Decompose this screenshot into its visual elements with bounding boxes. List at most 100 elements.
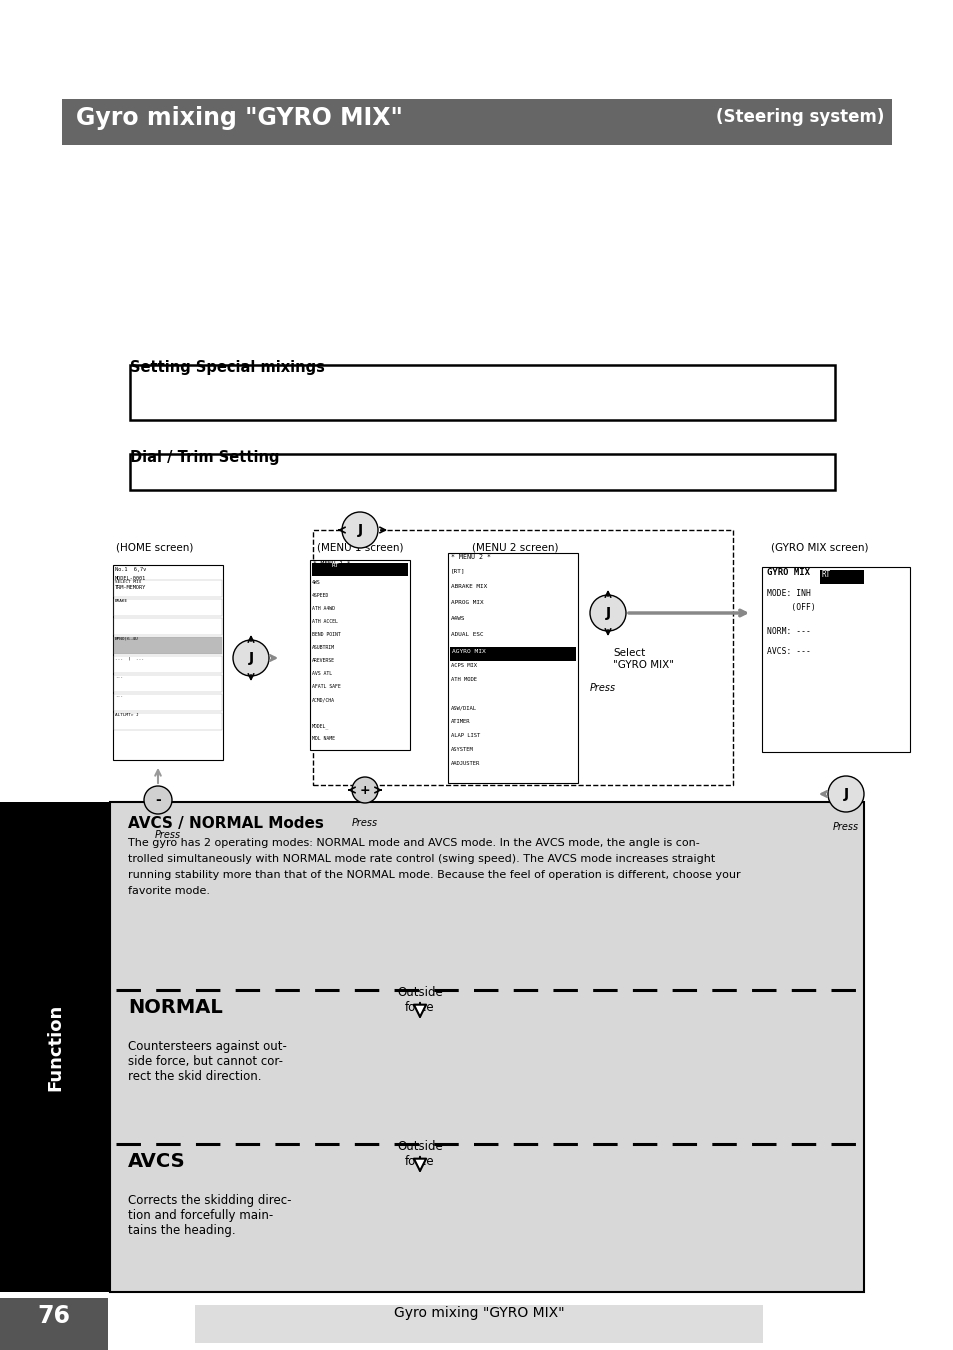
- Text: AREVERSE: AREVERSE: [312, 657, 335, 663]
- Text: ATH ACCEL: ATH ACCEL: [312, 620, 337, 624]
- Text: A4WS: A4WS: [451, 616, 465, 621]
- Text: (MENU 1 screen): (MENU 1 screen): [316, 541, 403, 552]
- Circle shape: [341, 512, 377, 548]
- Circle shape: [827, 776, 863, 811]
- Text: (Steering system): (Steering system): [715, 108, 883, 126]
- Text: AVCS: ---: AVCS: ---: [766, 647, 810, 656]
- Text: * MENU 2 *: * MENU 2 *: [451, 554, 491, 560]
- Text: ---: ---: [115, 694, 123, 698]
- Text: Dial / Trim Setting: Dial / Trim Setting: [130, 450, 279, 464]
- FancyBboxPatch shape: [113, 618, 222, 634]
- Text: * MENU 1 *: * MENU 1 *: [313, 562, 350, 566]
- FancyBboxPatch shape: [820, 570, 863, 585]
- FancyBboxPatch shape: [761, 567, 909, 752]
- Text: SELECT MIX: SELECT MIX: [115, 580, 141, 585]
- FancyBboxPatch shape: [0, 1297, 108, 1350]
- FancyBboxPatch shape: [113, 675, 222, 693]
- Text: ALAP LIST: ALAP LIST: [451, 733, 479, 738]
- Text: [RT]: [RT]: [451, 568, 465, 572]
- Text: +: +: [359, 783, 370, 796]
- Text: AVCS: AVCS: [128, 1152, 186, 1170]
- FancyBboxPatch shape: [113, 637, 222, 653]
- Text: MODE: INH: MODE: INH: [766, 589, 810, 598]
- Text: ACMD/CHA: ACMD/CHA: [312, 697, 335, 702]
- Text: Press: Press: [832, 822, 858, 832]
- Text: MDL NAME: MDL NAME: [312, 736, 335, 741]
- FancyBboxPatch shape: [113, 713, 222, 730]
- FancyBboxPatch shape: [113, 599, 222, 616]
- Text: J: J: [842, 787, 847, 801]
- Text: ATIMER: ATIMER: [451, 720, 470, 724]
- FancyBboxPatch shape: [110, 802, 863, 1292]
- Text: The gyro has 2 operating modes: NORMAL mode and AVCS mode. In the AVCS mode, the: The gyro has 2 operating modes: NORMAL m…: [128, 838, 699, 848]
- Text: Gyro mixing "GYRO MIX": Gyro mixing "GYRO MIX": [76, 107, 402, 130]
- Circle shape: [589, 595, 625, 630]
- Circle shape: [144, 786, 172, 814]
- Text: ASYSTEM: ASYSTEM: [451, 747, 474, 752]
- Text: Function: Function: [46, 1003, 64, 1091]
- Text: BPNO|6.4U: BPNO|6.4U: [115, 637, 138, 641]
- Text: J: J: [605, 606, 610, 620]
- Text: favorite mode.: favorite mode.: [128, 886, 210, 896]
- Text: -: -: [155, 792, 161, 807]
- Text: RT: RT: [332, 563, 339, 568]
- FancyBboxPatch shape: [0, 802, 110, 1292]
- FancyBboxPatch shape: [194, 1305, 762, 1343]
- Text: running stability more than that of the NORMAL mode. Because the feel of operati: running stability more than that of the …: [128, 869, 740, 880]
- FancyBboxPatch shape: [313, 531, 732, 784]
- Text: (HOME screen): (HOME screen): [116, 541, 193, 552]
- Text: ---  |  ---: --- | ---: [115, 656, 144, 660]
- FancyBboxPatch shape: [448, 554, 578, 783]
- Text: RT: RT: [821, 570, 830, 579]
- Text: ADUAL ESC: ADUAL ESC: [451, 632, 483, 637]
- Text: Setting Special mixings: Setting Special mixings: [130, 360, 325, 375]
- Text: GYRO MIX: GYRO MIX: [766, 568, 809, 576]
- Text: ATH MODE: ATH MODE: [451, 676, 476, 682]
- Text: Select
"GYRO MIX": Select "GYRO MIX": [613, 648, 673, 670]
- Text: BEND POINT: BEND POINT: [312, 632, 340, 637]
- FancyBboxPatch shape: [130, 454, 834, 490]
- FancyBboxPatch shape: [130, 364, 834, 420]
- Text: Countersteers against out-
side force, but cannot cor-
rect the skid direction.: Countersteers against out- side force, b…: [128, 1040, 287, 1083]
- Text: ATH A4WD: ATH A4WD: [312, 606, 335, 612]
- Text: Corrects the skidding direc-
tion and forcefully main-
tains the heading.: Corrects the skidding direc- tion and fo…: [128, 1193, 292, 1237]
- Text: AFATL SAFE: AFATL SAFE: [312, 684, 340, 688]
- Text: ABRAKE MIX: ABRAKE MIX: [451, 585, 487, 589]
- Text: Press: Press: [352, 818, 377, 828]
- Text: Outside
force: Outside force: [396, 986, 442, 1014]
- Text: J: J: [248, 651, 253, 666]
- Text: ---: ---: [115, 675, 123, 679]
- Text: MODEL-0001: MODEL-0001: [115, 576, 146, 580]
- Text: ASUBTRIM: ASUBTRIM: [312, 645, 335, 649]
- Text: MODEL_: MODEL_: [312, 724, 329, 729]
- FancyBboxPatch shape: [113, 580, 222, 597]
- Text: Press: Press: [589, 683, 616, 693]
- FancyBboxPatch shape: [450, 647, 576, 662]
- Text: NORM: ---: NORM: ---: [766, 626, 810, 636]
- Text: Press: Press: [154, 830, 181, 840]
- Text: (GYRO MIX screen): (GYRO MIX screen): [770, 541, 868, 552]
- FancyBboxPatch shape: [112, 566, 223, 760]
- Text: Gyro mixing "GYRO MIX": Gyro mixing "GYRO MIX": [394, 1305, 564, 1320]
- Text: 4SPEED: 4SPEED: [312, 593, 329, 598]
- FancyBboxPatch shape: [312, 563, 408, 576]
- Text: J: J: [357, 522, 362, 537]
- Text: APROG MIX: APROG MIX: [451, 599, 483, 605]
- FancyBboxPatch shape: [113, 694, 222, 711]
- Text: 4WS: 4WS: [312, 580, 320, 585]
- Text: No.1  6,7v: No.1 6,7v: [115, 567, 146, 572]
- Text: AGYRO MIX: AGYRO MIX: [452, 649, 485, 653]
- Text: BRAKE: BRAKE: [115, 599, 128, 603]
- FancyBboxPatch shape: [62, 99, 891, 144]
- Text: NORMAL: NORMAL: [128, 998, 222, 1017]
- Text: trolled simultaneously with NORMAL mode rate control (swing speed). The AVCS mod: trolled simultaneously with NORMAL mode …: [128, 855, 715, 864]
- Text: ACPS MIX: ACPS MIX: [451, 663, 476, 668]
- Text: AVS ATL: AVS ATL: [312, 671, 332, 676]
- Text: (MENU 2 screen): (MENU 2 screen): [471, 541, 558, 552]
- Text: ASW/DIAL: ASW/DIAL: [451, 705, 476, 710]
- Text: AVCS / NORMAL Modes: AVCS / NORMAL Modes: [128, 815, 323, 832]
- Text: 76: 76: [37, 1304, 71, 1328]
- Text: ALTLMT> J: ALTLMT> J: [115, 713, 138, 717]
- FancyBboxPatch shape: [310, 560, 410, 751]
- Circle shape: [352, 778, 377, 803]
